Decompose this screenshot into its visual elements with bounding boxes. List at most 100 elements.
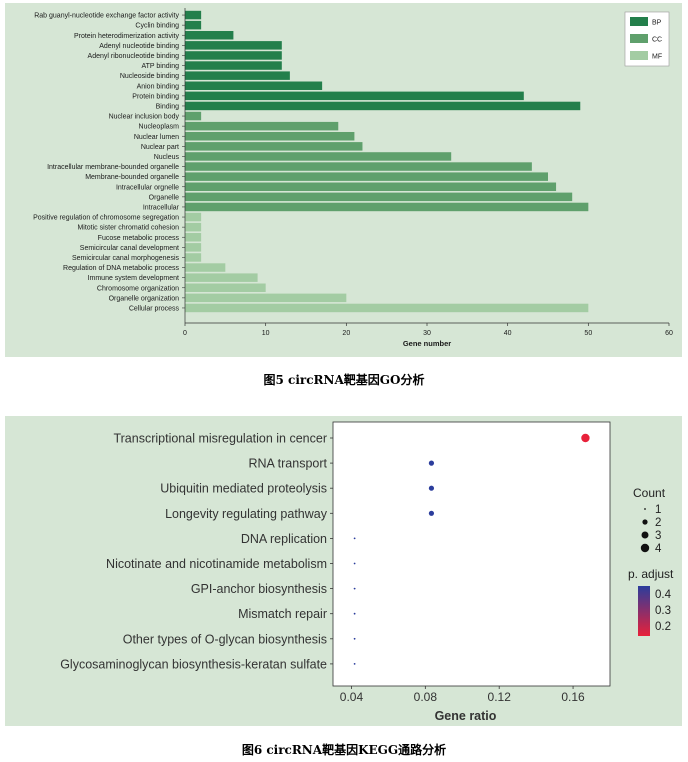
go-category-label: Intracellular — [143, 204, 180, 211]
kegg-dot — [353, 587, 356, 590]
kegg-dot — [353, 663, 356, 665]
go-bar — [185, 91, 524, 101]
go-category-label: Nuclear inclusion body — [109, 114, 180, 121]
go-category-label: Positive regulation of chromosome segreg… — [33, 215, 179, 222]
kegg-dot — [428, 460, 435, 466]
go-bar — [185, 263, 226, 272]
kegg-x-tick-label: 0.04 — [340, 690, 364, 704]
kegg-padjust-colorbar — [638, 586, 650, 636]
kegg-count-legend-title: Count — [633, 486, 666, 500]
go-bar — [185, 273, 258, 282]
go-bar — [185, 243, 202, 252]
go-legend-label: MF — [652, 54, 662, 61]
kegg-dot-chart: Transcriptional misregulation in cencer R… — [60, 421, 674, 723]
go-bar — [185, 283, 266, 292]
kegg-pathway-label: Glycosaminoglycan biosynthesis-keratan s… — [60, 657, 327, 671]
kegg-dot — [428, 485, 435, 491]
kegg-padjust-legend: p. adjust 0.4 0.3 0.2 — [628, 567, 674, 636]
kegg-dot — [353, 537, 356, 540]
go-legend-swatch — [630, 34, 648, 43]
go-bar — [185, 222, 202, 232]
kegg-padjust-legend-title: p. adjust — [628, 567, 674, 581]
figure5-caption: 图5 circRNA靶基因GO分析 — [263, 373, 425, 387]
go-category-label: Immune system development — [88, 275, 179, 282]
go-category-label: Cyclin binding — [135, 23, 179, 30]
go-category-label: Organelle — [149, 194, 179, 201]
figure6-caption: 图6 circRNA靶基因KEGG通路分析 — [241, 743, 447, 757]
go-bar-chart: Rab guanyl-nucleotide exchange factor ac… — [33, 8, 673, 348]
go-category-label: Intracellular orgnelle — [116, 184, 179, 191]
go-category-label: Nucleoplasm — [139, 124, 180, 131]
go-bar — [185, 10, 202, 20]
kegg-count-legend-dot — [640, 543, 650, 553]
kegg-pathway-label: RNA transport — [248, 457, 327, 471]
go-bar — [185, 202, 589, 212]
go-bar — [185, 31, 234, 40]
kegg-count-legend-label: 4 — [655, 543, 662, 555]
go-bar — [185, 303, 589, 313]
go-bar — [185, 172, 548, 181]
kegg-plot-panel — [332, 421, 611, 687]
kegg-pathway-label: Longevity regulating pathway — [165, 507, 328, 521]
go-category-label: Organelle organization — [109, 295, 180, 302]
go-category-label: Chromosome organization — [97, 285, 179, 292]
kegg-count-legend-dot — [642, 519, 648, 525]
go-category-label: Fucose metabolic process — [98, 235, 180, 242]
go-legend-swatch — [630, 51, 648, 60]
go-category-label: Nucleoside binding — [120, 73, 179, 80]
go-bar — [185, 111, 202, 121]
go-category-label: Membrane-bounded organelle — [85, 174, 179, 181]
go-bar — [185, 132, 355, 141]
kegg-padjust-tick-label: 0.2 — [655, 621, 671, 633]
kegg-x-tick-label: 0.16 — [561, 690, 585, 704]
go-category-label: Nuclear lumen — [134, 134, 179, 141]
kegg-pathway-label: Nicotinate and nicotinamide metabolism — [106, 557, 327, 571]
go-bar — [185, 192, 573, 202]
go-x-tick-label: 50 — [584, 330, 592, 337]
go-category-label: Cellular process — [129, 305, 180, 312]
kegg-x-axis-title: Gene ratio — [435, 709, 497, 723]
kegg-padjust-tick-label: 0.4 — [655, 589, 672, 601]
kegg-count-legend-dot — [641, 531, 649, 539]
go-bar — [185, 20, 202, 30]
go-bar — [185, 293, 347, 303]
go-x-tick-label: 10 — [262, 330, 270, 337]
kegg-pathway-label: Other types of O-glycan biosynthesis — [123, 632, 327, 646]
go-category-label: Adenyl ribonucleotide binding — [88, 53, 180, 60]
go-category-label: Binding — [156, 103, 179, 110]
kegg-x-tick-label: 0.08 — [414, 690, 438, 704]
kegg-count-legend-label: 3 — [655, 530, 661, 542]
go-bar — [185, 212, 202, 222]
go-bar — [185, 101, 581, 111]
kegg-pathway-label: Ubiquitin mediated proteolysis — [160, 482, 327, 496]
go-bar — [185, 61, 282, 70]
kegg-x-tick-label: 0.12 — [488, 690, 512, 704]
go-bar — [185, 233, 202, 242]
kegg-count-legend-dot — [644, 508, 646, 510]
kegg-count-legend-label: 2 — [655, 517, 661, 529]
kegg-dot — [428, 510, 435, 516]
go-legend-label: CC — [652, 37, 662, 44]
go-bar — [185, 182, 557, 191]
kegg-padjust-tick-label: 0.3 — [655, 605, 671, 617]
go-bar — [185, 121, 339, 131]
go-category-label: Mitotic sister chromatid cohesion — [77, 225, 179, 232]
kegg-count-legend-label: 1 — [655, 504, 661, 516]
go-category-label: Intracellular membrane-bounded organelle — [47, 164, 179, 171]
go-category-label: ATP binding — [142, 63, 180, 70]
kegg-pathway-label: Mismatch repair — [238, 607, 327, 621]
go-category-label: Protein binding — [132, 93, 179, 100]
go-legend-swatch — [630, 17, 648, 26]
go-category-label: Anion binding — [137, 83, 180, 90]
kegg-pathway-label: GPI-anchor biosynthesis — [191, 582, 327, 596]
go-category-label: Adenyl nucleotide binding — [99, 43, 179, 50]
go-bar — [185, 142, 363, 151]
go-category-label: Semicircular canal development — [80, 245, 179, 252]
go-bar — [185, 152, 452, 161]
go-category-label: Protein heterodimerization activity — [74, 33, 180, 40]
go-x-tick-label: 20 — [342, 330, 350, 337]
go-bar — [185, 162, 532, 171]
go-bar — [185, 81, 323, 90]
go-bar — [185, 41, 282, 50]
figure5: Rab guanyl-nucleotide exchange factor ac… — [5, 3, 682, 357]
